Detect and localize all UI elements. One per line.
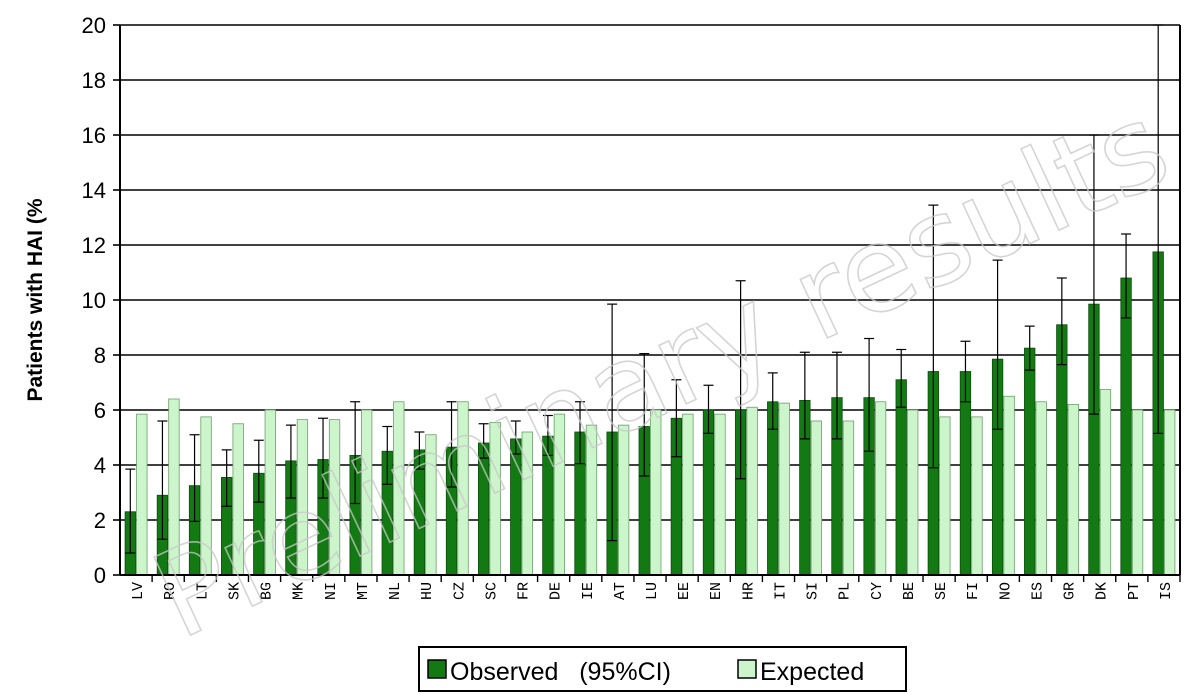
x-tick-label: FI bbox=[965, 582, 982, 600]
y-tick-label: 4 bbox=[94, 453, 106, 478]
y-axis-label: Patients with HAI (% bbox=[24, 198, 47, 401]
x-tick-label: DK bbox=[1094, 582, 1111, 600]
y-tick-label: 10 bbox=[82, 288, 106, 313]
bar-expected-ES bbox=[1035, 401, 1047, 576]
x-tick-label: NI bbox=[323, 582, 340, 600]
bar-expected-PT bbox=[1131, 409, 1144, 576]
y-tick-label: 12 bbox=[82, 233, 106, 258]
x-tick-labels: LV RO LT SK BG MK NI MT NL HU CZ SC FR DE IE AT LU EE EN HR… bbox=[130, 582, 1175, 600]
x-tick-label: FR bbox=[516, 582, 533, 600]
bar-expected-DK bbox=[1099, 388, 1112, 576]
bar-expected-GR bbox=[1067, 404, 1079, 576]
x-tick-label: EN bbox=[708, 582, 725, 600]
x-tick-label: LT bbox=[194, 582, 211, 600]
x-tick-label: RO bbox=[162, 582, 179, 600]
x-tick-label: NO bbox=[997, 582, 1014, 600]
x-tick-label: IT bbox=[772, 582, 789, 600]
x-tick-label: IE bbox=[580, 582, 597, 600]
x-tick-label: SC bbox=[483, 582, 500, 600]
x-tick-label: PT bbox=[1126, 582, 1143, 600]
x-tick-label: IS bbox=[1158, 582, 1175, 600]
x-tick-label: SK bbox=[226, 582, 243, 600]
bar-observed-ES bbox=[1024, 347, 1036, 576]
bar-expected-PL bbox=[842, 420, 855, 576]
bar-expected-FI bbox=[971, 416, 983, 576]
y-tick-labels: 0 2 4 6 8 10 12 14 16 18 20 bbox=[82, 13, 106, 588]
x-tick-label: CZ bbox=[451, 582, 468, 600]
y-tick-label: 0 bbox=[94, 563, 106, 588]
x-tick-label: CY bbox=[869, 582, 886, 600]
bar-expected-SI bbox=[810, 420, 823, 576]
gridlines bbox=[120, 24, 1180, 521]
x-tick-label: BE bbox=[901, 582, 918, 600]
y-tick-label: 8 bbox=[94, 343, 106, 368]
x-tick-label: ES bbox=[1029, 582, 1046, 600]
legend: Observed (95%CI) Expected bbox=[418, 646, 907, 692]
x-tick-label: SI bbox=[805, 582, 822, 600]
legend-swatch-expected bbox=[737, 659, 757, 679]
bar-expected-SE bbox=[939, 416, 951, 576]
x-tick-label: HR bbox=[740, 582, 757, 600]
bar-observed-PT bbox=[1120, 277, 1132, 576]
x-tick-label: LV bbox=[130, 582, 147, 600]
x-tick-label: DE bbox=[548, 582, 565, 600]
bar-observed-EN bbox=[702, 409, 715, 576]
y-tick-label: 20 bbox=[82, 13, 106, 38]
x-tick-label: GR bbox=[1062, 582, 1079, 600]
x-tick-label: PL bbox=[837, 582, 854, 600]
bar-expected-NO bbox=[1003, 395, 1015, 576]
y-tick-label: 14 bbox=[82, 178, 106, 203]
x-tick-label: SE bbox=[933, 582, 950, 600]
y-tick-label: 6 bbox=[94, 398, 106, 423]
bar-expected-BE bbox=[907, 409, 919, 576]
x-tick-label: BG bbox=[259, 582, 276, 600]
bar-expected-HR bbox=[746, 406, 758, 576]
x-tick-label: MT bbox=[355, 582, 372, 600]
bar-expected-EE bbox=[682, 413, 694, 576]
bar-expected-IS bbox=[1164, 409, 1176, 576]
bar-expected-EN bbox=[714, 413, 726, 576]
y-tick-label: 2 bbox=[94, 508, 106, 533]
error-bars bbox=[125, 24, 1164, 554]
legend-box bbox=[418, 646, 907, 692]
axes bbox=[113, 24, 1181, 582]
x-tick-label: AT bbox=[612, 582, 629, 600]
y-tick-label: 16 bbox=[82, 123, 106, 148]
x-tick-label: MK bbox=[291, 582, 308, 600]
bar-expected-IT bbox=[778, 402, 790, 576]
legend-label-observed: Observed (95%CI) bbox=[450, 658, 671, 686]
bar-observed-BE bbox=[895, 379, 907, 576]
bar-expected-CY bbox=[874, 401, 887, 576]
y-tick-label: 18 bbox=[82, 68, 106, 93]
x-tick-label: LU bbox=[644, 582, 661, 600]
x-tick-label: NL bbox=[387, 582, 404, 600]
legend-label-expected: Expected bbox=[760, 658, 864, 686]
x-tick-label: HU bbox=[419, 582, 436, 600]
legend-swatch-observed bbox=[427, 659, 447, 679]
x-tick-label: EE bbox=[676, 582, 693, 600]
